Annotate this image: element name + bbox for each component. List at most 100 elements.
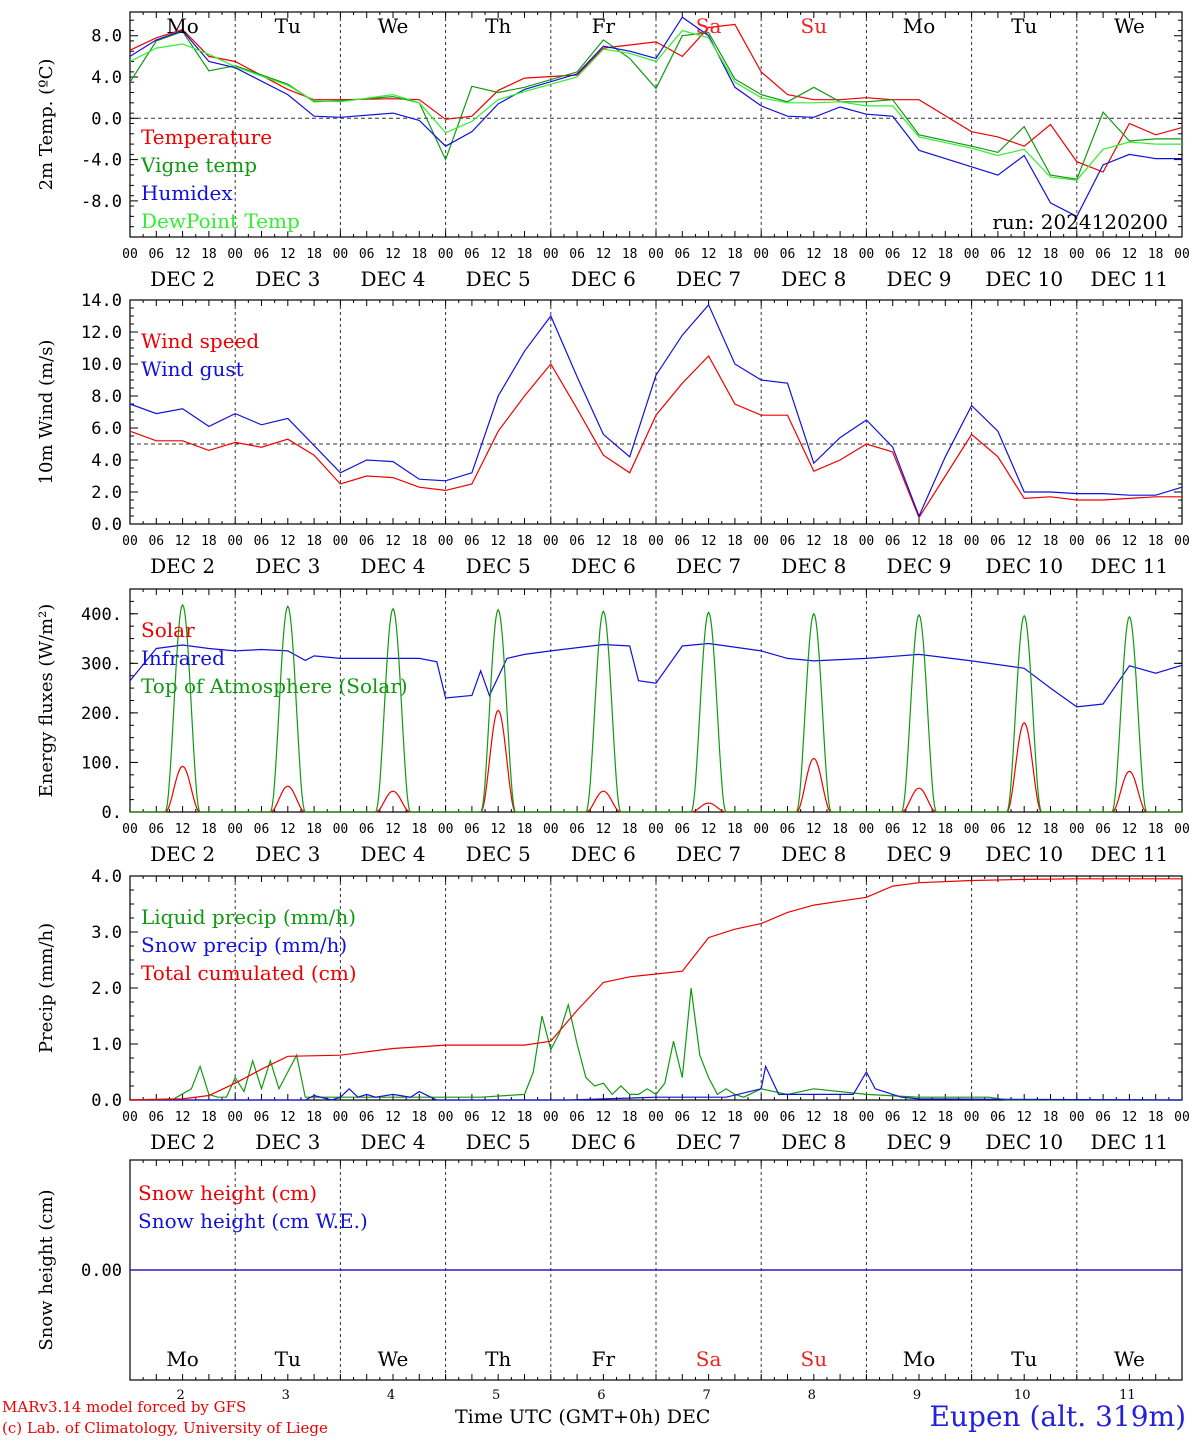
hour-tick-label: 12 [911, 822, 927, 837]
hour-tick-label: 12 [1122, 822, 1138, 837]
weekday-label: We [378, 1347, 409, 1371]
date-label: DEC 7 [676, 842, 741, 866]
hour-tick-label: 06 [885, 822, 901, 837]
hour-tick-label: 12 [806, 822, 822, 837]
hour-tick-label: 12 [385, 534, 401, 549]
hour-tick-label: 00 [859, 534, 875, 549]
hour-tick-label: 06 [1095, 534, 1111, 549]
legend-entry: Vigne temp [140, 153, 257, 177]
hour-tick-label: 00 [1069, 247, 1085, 262]
hour-tick-label: 00 [1069, 1110, 1085, 1125]
hour-tick-label: 18 [201, 247, 217, 262]
day-number-label: 3 [282, 1388, 290, 1403]
hour-tick-label: 06 [148, 247, 164, 262]
hour-tick-label: 18 [306, 1110, 322, 1125]
legend-entry: Liquid precip (mm/h) [141, 905, 356, 929]
weekday-label: Sa [696, 1347, 722, 1371]
day-number-label: 4 [387, 1388, 395, 1403]
hour-tick-label: 06 [569, 534, 585, 549]
date-label: DEC 6 [571, 842, 636, 866]
hour-tick-label: 06 [464, 1110, 480, 1125]
y-tick-label: 8.0 [91, 387, 122, 407]
y-axis-label: Energy fluxes (W/m²) [36, 604, 57, 798]
hour-tick-label: 00 [333, 1110, 349, 1125]
y-tick-label: 300. [81, 654, 122, 674]
y-tick-label: 0.00 [81, 1261, 122, 1281]
hour-tick-label: 12 [280, 822, 296, 837]
y-axis-label: 10m Wind (m/s) [36, 340, 57, 485]
y-tick-label: 0.0 [91, 515, 122, 535]
legend-entry: Infrared [141, 646, 225, 670]
hour-tick-label: 00 [227, 822, 243, 837]
date-label: DEC 6 [571, 554, 636, 578]
hour-tick-label: 00 [1174, 1110, 1190, 1125]
date-label: DEC 3 [255, 554, 320, 578]
hour-tick-label: 06 [780, 534, 796, 549]
panel-temp: -8.0 -4.0 0.0 4.0 8.0 2m Temp. (ºC) Temperatur… [36, 11, 1190, 291]
hour-tick-label: 12 [701, 1110, 717, 1125]
y-tick-label: 14.0 [81, 291, 122, 311]
hour-tick-label: 18 [517, 1110, 533, 1125]
day-number-label: 11 [1119, 1388, 1136, 1403]
weekday-label: We [1114, 1347, 1145, 1371]
hour-tick-label: 12 [175, 1110, 191, 1125]
series-line [129, 16, 1182, 218]
hour-tick-label: 12 [1122, 534, 1138, 549]
date-label: DEC 11 [1091, 267, 1169, 291]
y-axis-label: Precip (mm/h) [36, 923, 57, 1053]
hour-tick-label: 12 [385, 822, 401, 837]
hour-tick-label: 00 [964, 247, 980, 262]
hour-tick-label: 06 [569, 1110, 585, 1125]
day-number-label: 10 [1014, 1388, 1031, 1403]
hour-tick-label: 18 [306, 822, 322, 837]
hour-tick-label: 18 [517, 247, 533, 262]
weekday-label: Tu [1011, 1347, 1037, 1371]
hour-tick-label: 18 [1043, 247, 1059, 262]
hour-tick-label: 12 [806, 1110, 822, 1125]
hour-tick-label: 18 [1043, 534, 1059, 549]
hour-tick-label: 00 [1069, 534, 1085, 549]
weekday-label: Mo [903, 14, 936, 38]
hour-tick-label: 12 [596, 822, 612, 837]
hour-tick-label: 00 [753, 822, 769, 837]
plot-frame [129, 588, 1183, 813]
hour-tick-label: 12 [701, 534, 717, 549]
hour-tick-label: 12 [806, 534, 822, 549]
hour-tick-label: 06 [885, 1110, 901, 1125]
hour-tick-label: 06 [780, 822, 796, 837]
hour-tick-label: 00 [648, 247, 664, 262]
weekday-label: We [1114, 14, 1145, 38]
hour-tick-label: 00 [543, 534, 559, 549]
date-label: DEC 9 [886, 842, 951, 866]
y-tick-label: 1.0 [91, 1035, 122, 1055]
hour-tick-label: 00 [753, 247, 769, 262]
hour-tick-label: 18 [1148, 247, 1164, 262]
hour-tick-label: 00 [543, 1110, 559, 1125]
hour-tick-label: 00 [859, 822, 875, 837]
y-tick-label: 0. [102, 803, 122, 823]
hour-tick-label: 18 [1148, 534, 1164, 549]
hour-tick-label: 12 [1122, 247, 1138, 262]
weekday-label: Mo [903, 1347, 936, 1371]
hour-tick-label: 06 [254, 822, 270, 837]
date-label: DEC 9 [886, 1130, 951, 1154]
series-line [129, 303, 1183, 518]
series-line [129, 878, 1182, 1101]
hour-tick-label: 18 [937, 822, 953, 837]
hour-tick-label: 06 [1095, 247, 1111, 262]
date-label: DEC 11 [1091, 554, 1169, 578]
date-label: DEC 6 [571, 267, 636, 291]
hour-tick-label: 00 [122, 534, 138, 549]
hour-tick-label: 06 [674, 247, 690, 262]
hour-tick-label: 00 [753, 534, 769, 549]
hour-tick-label: 18 [727, 534, 743, 549]
hour-tick-label: 18 [517, 534, 533, 549]
hour-tick-label: 06 [254, 534, 270, 549]
hour-tick-label: 00 [227, 534, 243, 549]
date-label: DEC 10 [985, 842, 1063, 866]
hour-tick-label: 00 [438, 822, 454, 837]
y-tick-label: 4.0 [91, 867, 122, 887]
hour-tick-label: 00 [333, 534, 349, 549]
run-label: run: 2024120200 [992, 210, 1168, 234]
hour-tick-label: 18 [1043, 1110, 1059, 1125]
